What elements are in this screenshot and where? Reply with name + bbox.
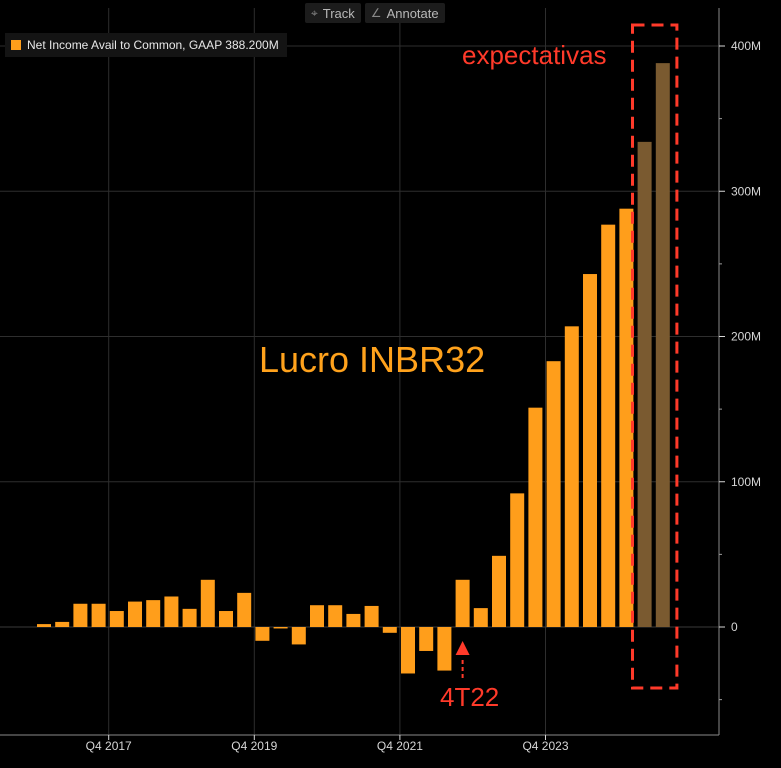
forecast-annotation: expectativas — [462, 40, 607, 70]
x-tick-label: Q4 2017 — [86, 739, 132, 753]
forecast-bar — [655, 63, 670, 627]
bar — [164, 596, 179, 627]
bar — [237, 592, 252, 627]
y-tick-label: 0 — [731, 620, 738, 634]
marker-annotation: 4T22 — [440, 682, 499, 712]
bar — [564, 326, 579, 627]
y-tick-label: 400M — [731, 39, 761, 53]
pencil-icon: ∠ — [370, 6, 382, 20]
chart-title-annotation: Lucro INBR32 — [259, 339, 485, 380]
bar — [109, 611, 124, 627]
bar — [528, 407, 543, 627]
bar — [601, 224, 616, 627]
bar — [364, 605, 379, 627]
bar — [200, 579, 215, 627]
bar — [419, 627, 434, 651]
bar — [310, 605, 324, 627]
bar — [583, 274, 597, 627]
bar — [255, 627, 270, 641]
x-tick-label: Q4 2019 — [231, 739, 277, 753]
bar — [128, 601, 142, 627]
bar — [382, 627, 397, 633]
track-button[interactable]: ⌖ Track — [305, 3, 361, 23]
bar — [73, 603, 88, 627]
track-label: Track — [322, 5, 355, 21]
chart-toolbar: ⌖ Track ∠ Annotate — [305, 3, 445, 23]
legend-swatch — [11, 40, 21, 50]
bar — [546, 361, 561, 627]
crosshair-icon: ⌖ — [311, 5, 318, 20]
bar — [346, 613, 361, 627]
bar — [455, 579, 470, 627]
bar — [619, 208, 634, 627]
forecast-dashed-box — [631, 23, 679, 690]
bar — [219, 611, 233, 627]
annotate-button[interactable]: ∠ Annotate — [364, 3, 445, 23]
annotate-label: Annotate — [386, 5, 439, 21]
bar — [328, 605, 343, 627]
bar — [273, 627, 288, 629]
bars — [37, 63, 670, 674]
bar — [510, 493, 525, 627]
bar — [146, 600, 161, 627]
bar — [492, 555, 506, 627]
y-tick-label: 300M — [731, 184, 761, 198]
annotations: Lucro INBR32 expectativas 4T22 — [259, 23, 679, 712]
y-tick-label: 200M — [731, 330, 761, 344]
legend-label: Net Income Avail to Common, GAAP 388.200… — [27, 38, 279, 52]
bar — [473, 608, 488, 627]
axes: 400M 300M 200M 100M 0 Q4 2017 Q4 2019 Q4 2021 Q4… — [0, 8, 761, 753]
bar — [401, 627, 415, 674]
bar — [91, 603, 106, 627]
bar — [291, 627, 306, 645]
bar — [55, 621, 70, 627]
y-tick-label: 100M — [731, 475, 761, 489]
x-tick-label: Q4 2021 — [377, 739, 423, 753]
bar — [37, 624, 51, 627]
bar — [437, 627, 452, 671]
bar — [182, 608, 197, 627]
forecast-bar — [637, 141, 652, 628]
legend[interactable]: Net Income Avail to Common, GAAP 388.200… — [5, 33, 287, 57]
x-tick-label: Q4 2023 — [522, 739, 568, 753]
marker-arrow-head — [455, 641, 470, 655]
